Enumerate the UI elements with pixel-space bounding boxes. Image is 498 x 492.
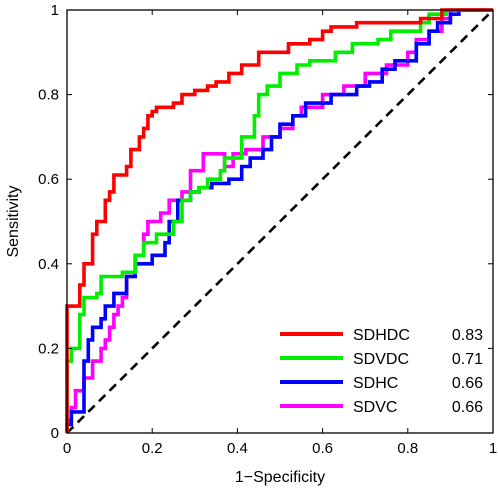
legend-label-sdvdc: SDVDC xyxy=(353,351,409,368)
legend-auc-sdhc: 0.66 xyxy=(452,375,483,392)
x-tick-label: 0.8 xyxy=(397,440,418,457)
tick-layer: 0 0.2 0.4 0.6 0.8 1 0 0.2 0.4 0.6 0.8 1 xyxy=(38,2,497,457)
series-layer xyxy=(65,8,493,433)
x-tick-label: 0 xyxy=(63,440,71,457)
legend: SDHDC 0.83 SDVDC 0.71 SDHC 0.66 SDVC 0.66 xyxy=(275,311,484,425)
y-tick-label: 0.8 xyxy=(38,87,59,104)
x-tick-label: 0.4 xyxy=(227,440,248,457)
x-tick-label: 1 xyxy=(489,440,497,457)
legend-auc-sdvc: 0.66 xyxy=(452,399,483,416)
reference-diagonal-line xyxy=(66,9,494,434)
x-tick-label: 0.6 xyxy=(312,440,333,457)
legend-auc-sdvdc: 0.71 xyxy=(452,351,483,368)
legend-label-sdhc: SDHC xyxy=(353,375,398,392)
reference-layer xyxy=(66,9,494,434)
x-tick-label: 0.2 xyxy=(142,440,163,457)
x-axis-label: 1−Specificity xyxy=(235,469,325,486)
y-axis-label: Sensitivity xyxy=(5,185,22,257)
y-tick-label: 0.2 xyxy=(38,340,59,357)
series-line-sdhdc xyxy=(65,8,493,433)
plot-frame xyxy=(66,9,494,434)
series-line-sdhc xyxy=(65,8,493,433)
legend-auc-sdhdc: 0.83 xyxy=(452,327,483,344)
y-tick-label: 0.6 xyxy=(38,171,59,188)
y-tick-label: 1 xyxy=(51,2,59,19)
legend-label-sdvc: SDVC xyxy=(353,399,397,416)
y-tick-label: 0.4 xyxy=(38,256,59,273)
series-line-sdvdc xyxy=(65,8,493,433)
legend-label-sdhdc: SDHDC xyxy=(353,327,410,344)
y-tick-label: 0 xyxy=(51,425,59,442)
